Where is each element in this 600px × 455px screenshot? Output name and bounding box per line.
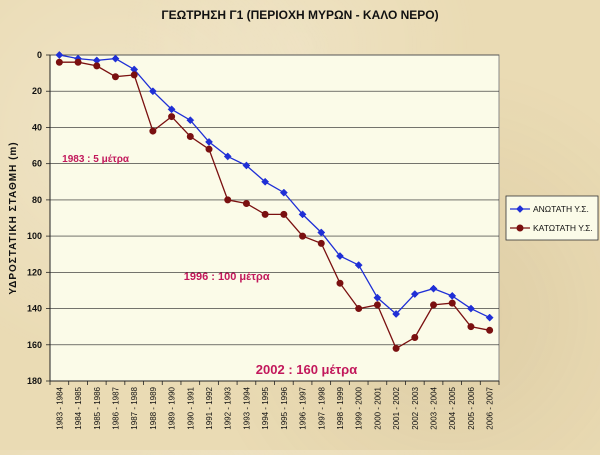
data-point xyxy=(516,205,524,213)
data-point xyxy=(336,252,344,260)
chart-title: ΓΕΩΤΡΗΣΗ Γ1 (ΠΕΡΙΟΧΗ ΜΥΡΩΝ - ΚΑΛΟ ΝΕΡΟ) xyxy=(161,8,438,22)
y-tick-label: 140 xyxy=(27,304,42,314)
data-point xyxy=(205,145,213,153)
series-line xyxy=(59,54,490,319)
data-point xyxy=(149,127,157,135)
x-tick-label: 1999 - 2000 xyxy=(355,386,364,429)
y-tick-label: 160 xyxy=(27,340,42,350)
x-tick-label: 1987 - 1988 xyxy=(130,386,139,429)
x-tick-label: 2005 - 2006 xyxy=(467,386,476,429)
data-point xyxy=(486,326,494,334)
y-tick-label: 0 xyxy=(37,50,42,60)
legend-box xyxy=(505,195,599,241)
annotation: 1983 : 5 μέτρα xyxy=(62,154,130,165)
data-point xyxy=(242,200,250,208)
x-tick-label: 2001 - 2002 xyxy=(392,386,401,429)
data-point xyxy=(430,301,438,309)
annotations: 1983 : 5 μέτρα 1996 : 100 μέτρα 2002 : 160… xyxy=(62,154,357,377)
data-point xyxy=(373,301,381,309)
x-tick-label: 2004 - 2005 xyxy=(448,386,457,429)
data-point xyxy=(224,196,232,204)
plot-area: 0 20 40 60 80 100 120 140 160 180 1983 - 1984 1984 … xyxy=(27,50,500,430)
data-point xyxy=(279,188,288,197)
data-point xyxy=(93,62,101,70)
plot-background xyxy=(49,54,500,382)
y-tick-label: 80 xyxy=(32,195,42,205)
y-tick-label: 180 xyxy=(27,376,42,386)
x-tick-label: 1985 - 1986 xyxy=(93,386,102,429)
y-tick-label: 120 xyxy=(27,267,42,277)
annotation: 1996 : 100 μέτρα xyxy=(184,271,270,283)
x-tick-label: 1991 - 1992 xyxy=(205,386,214,429)
x-tick-label: 1989 - 1990 xyxy=(168,386,177,429)
x-tick-label: 1994 - 1995 xyxy=(261,386,270,429)
x-tick-label: 2002 - 2003 xyxy=(411,386,420,429)
y-axis-label: ΥΔΡΟΣΤΑΤΙΚΗ ΣΤΑΘΜΗ (m) xyxy=(8,141,19,294)
data-point xyxy=(448,291,457,300)
y-tick-label: 20 xyxy=(32,86,42,96)
data-point xyxy=(317,239,325,247)
x-tick-label: 1993 - 1994 xyxy=(242,386,251,429)
x-tick-label: 2006 - 2007 xyxy=(486,386,495,429)
data-point xyxy=(148,87,157,96)
data-point xyxy=(74,58,82,66)
data-point xyxy=(111,73,119,81)
series-max xyxy=(55,51,494,322)
data-point xyxy=(373,293,382,302)
legend-entry: ΚΑΤΩΤΑΤΗ Υ.Σ. xyxy=(533,223,593,233)
data-point xyxy=(317,228,326,237)
data-point xyxy=(299,232,307,240)
data-point xyxy=(355,305,363,313)
data-point xyxy=(392,310,401,318)
series-min xyxy=(55,58,494,352)
data-point xyxy=(392,344,400,352)
data-point xyxy=(411,334,419,342)
y-tick-label: 60 xyxy=(32,159,42,169)
x-tick-label: 1984 - 1985 xyxy=(74,386,83,429)
data-point xyxy=(516,224,524,232)
data-point xyxy=(448,299,456,307)
data-point xyxy=(223,152,232,161)
data-point xyxy=(242,161,251,170)
data-point xyxy=(111,54,120,63)
data-point xyxy=(261,210,269,218)
data-point xyxy=(186,133,194,140)
x-tick-label: 1983 - 1984 xyxy=(55,386,64,429)
data-point xyxy=(280,210,288,218)
x-tick-label: 1990 - 1991 xyxy=(186,386,195,429)
data-point xyxy=(167,105,176,114)
x-tick-label: 2003 - 2004 xyxy=(430,386,439,429)
data-point xyxy=(55,58,63,66)
x-tick-label: 1995 - 1996 xyxy=(280,386,289,429)
data-point xyxy=(205,137,213,146)
data-point xyxy=(336,279,344,287)
data-point xyxy=(168,113,176,121)
y-tick-label: 100 xyxy=(27,231,42,241)
data-point xyxy=(485,313,494,322)
data-point xyxy=(466,304,475,313)
legend-entry: ΑΝΩΤΑΤΗ Υ.Σ. xyxy=(533,204,589,214)
data-point xyxy=(467,323,475,331)
x-tick-label: 1988 - 1989 xyxy=(149,386,158,429)
legend: ΑΝΩΤΑΤΗ Υ.Σ. ΚΑΤΩΤΑΤΗ Υ.Σ. xyxy=(505,195,599,241)
x-tick-label: 1986 - 1987 xyxy=(111,386,120,429)
x-tick-label: 1992 - 1993 xyxy=(224,386,233,429)
x-tick-label: 1996 - 1997 xyxy=(299,386,308,429)
x-tick-label: 1998 - 1999 xyxy=(336,386,345,429)
data-point xyxy=(130,71,138,79)
data-point xyxy=(429,284,438,293)
x-tick-label: 1997 - 1998 xyxy=(317,386,326,429)
data-point xyxy=(261,177,270,186)
data-point xyxy=(55,51,64,59)
annotation: 2002 : 160 μέτρα xyxy=(256,362,357,377)
data-point xyxy=(410,290,419,299)
data-point xyxy=(354,261,363,270)
data-point xyxy=(186,116,195,125)
y-tick-label: 40 xyxy=(32,122,42,132)
x-tick-label: 2000 - 2001 xyxy=(373,386,382,429)
data-point xyxy=(298,210,307,219)
